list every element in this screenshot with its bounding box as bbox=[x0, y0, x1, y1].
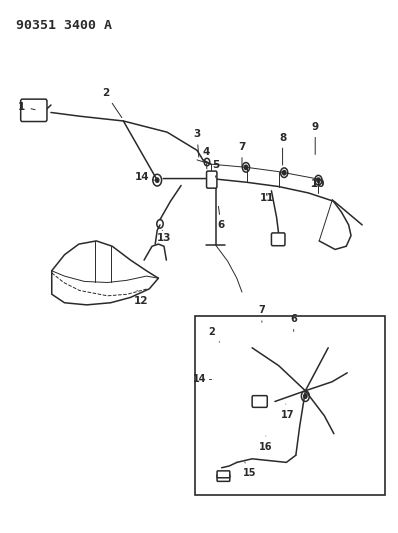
Text: 5: 5 bbox=[212, 160, 219, 177]
Text: 14: 14 bbox=[193, 375, 212, 384]
Text: 17: 17 bbox=[281, 404, 294, 419]
Text: 2: 2 bbox=[209, 327, 220, 342]
FancyBboxPatch shape bbox=[217, 474, 230, 481]
Text: 6: 6 bbox=[217, 206, 224, 230]
Circle shape bbox=[244, 165, 248, 169]
Text: 2: 2 bbox=[102, 88, 122, 118]
Circle shape bbox=[156, 178, 159, 182]
Text: 9: 9 bbox=[312, 122, 319, 155]
Circle shape bbox=[283, 171, 286, 175]
FancyBboxPatch shape bbox=[271, 233, 285, 246]
Text: 16: 16 bbox=[259, 436, 273, 451]
Text: 10: 10 bbox=[310, 179, 325, 189]
Text: 8: 8 bbox=[279, 133, 286, 165]
Text: 1: 1 bbox=[18, 102, 35, 111]
Text: 4: 4 bbox=[203, 147, 210, 169]
FancyBboxPatch shape bbox=[217, 471, 230, 478]
Circle shape bbox=[317, 178, 320, 182]
Text: 12: 12 bbox=[134, 290, 148, 306]
Text: 90351 3400 A: 90351 3400 A bbox=[16, 19, 112, 31]
Text: 7: 7 bbox=[238, 142, 246, 167]
FancyBboxPatch shape bbox=[207, 171, 217, 188]
Text: 3: 3 bbox=[193, 130, 201, 157]
Circle shape bbox=[304, 394, 307, 398]
Bar bbox=[195, 316, 385, 495]
Text: 13: 13 bbox=[157, 230, 171, 243]
FancyBboxPatch shape bbox=[252, 395, 267, 407]
Text: 11: 11 bbox=[260, 193, 275, 203]
FancyBboxPatch shape bbox=[21, 99, 47, 122]
Text: 15: 15 bbox=[243, 462, 257, 478]
Text: 14: 14 bbox=[135, 172, 154, 182]
Text: 6: 6 bbox=[291, 314, 297, 332]
Text: 7: 7 bbox=[259, 305, 265, 322]
